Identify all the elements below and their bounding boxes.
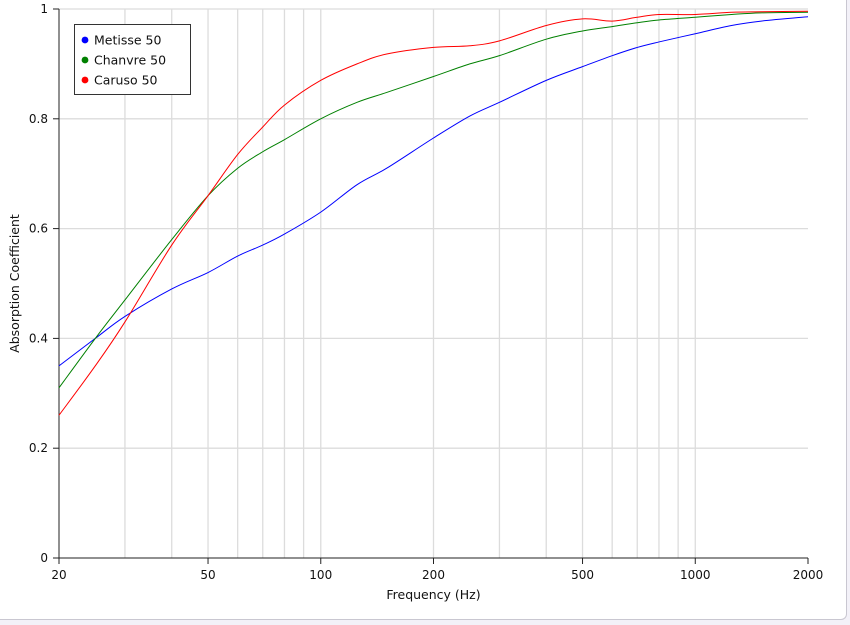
legend-label-caruso-50: Caruso 50	[94, 73, 158, 88]
y-tick-label: 1	[40, 2, 48, 16]
x-tick-label: 500	[571, 568, 594, 582]
legend-marker-metisse-50	[81, 36, 89, 44]
series-line-chanvre-50	[58, 11, 809, 389]
legend-label-chanvre-50: Chanvre 50	[94, 53, 166, 68]
x-axis-title: Frequency (Hz)	[386, 587, 480, 602]
x-tick-label: 20	[51, 568, 66, 582]
x-tick-label: 100	[309, 568, 332, 582]
legend-box	[74, 24, 191, 95]
series-line-metisse-50	[58, 16, 809, 367]
y-tick-label: 0	[40, 551, 48, 565]
legend-marker-caruso-50	[81, 76, 89, 84]
y-tick-label: 0.8	[29, 112, 48, 126]
series-lines	[58, 10, 809, 416]
y-tick-label: 0.6	[29, 222, 48, 236]
x-tick-label: 2000	[793, 568, 824, 582]
x-tick-label: 200	[422, 568, 445, 582]
y-tick-label: 0.4	[29, 331, 48, 345]
x-tick-label: 1000	[680, 568, 711, 582]
grid	[59, 8, 808, 558]
x-tick-label: 50	[200, 568, 215, 582]
axes: 0 0.2 0.4 0.6 0.8 1 20 50 100 200 500 1000 2000	[29, 2, 823, 582]
y-axis-title: Absorption Coefficient	[7, 214, 22, 353]
legend-label-metisse-50: Metisse 50	[94, 33, 161, 48]
legend: Metisse 50 Chanvre 50 Caruso 50	[74, 24, 191, 95]
series-line-caruso-50	[58, 10, 809, 416]
y-tick-label: 0.2	[29, 441, 48, 455]
legend-marker-chanvre-50	[81, 56, 89, 64]
